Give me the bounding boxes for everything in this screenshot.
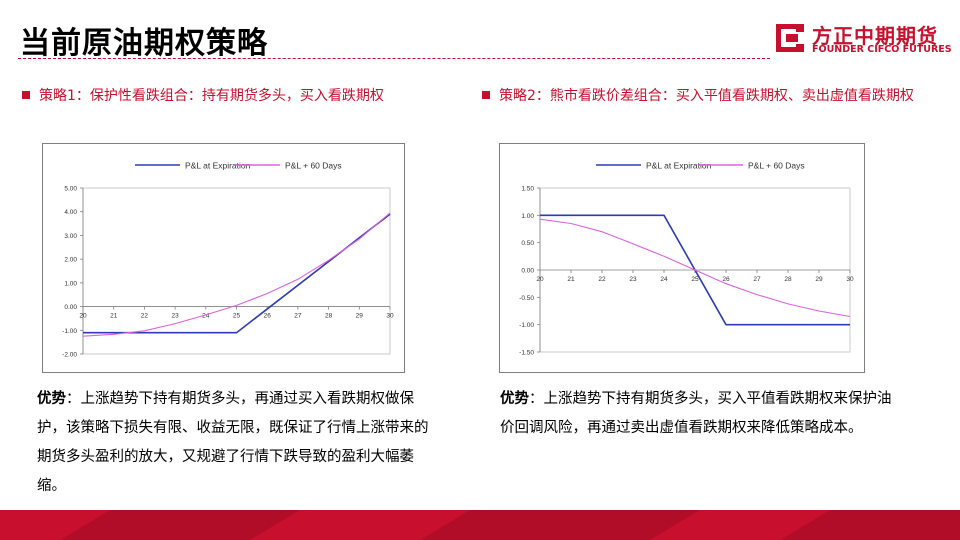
strategy1-desc-body: ：上涨趋势下持有期货多头，再通过买入看跌期权做保护，该策略下损失有限、收益无限，… [37, 391, 429, 494]
strategy2-description: 优势：上涨趋势下持有期货多头，买入平值看跌期权来保护油价回调风险，再通过卖出虚值… [500, 385, 900, 443]
strategy1-heading: 策略1：保护性看跌组合：持有期货多头，买入看跌期权 [22, 83, 462, 109]
x-tick-label: 28 [325, 313, 333, 320]
x-tick-label: 22 [598, 276, 606, 283]
plot-area [82, 187, 391, 355]
x-tick-label: 29 [815, 276, 823, 283]
x-tick-label: 26 [264, 313, 272, 320]
strategy2-desc-body: ：上涨趋势下持有期货多头，买入平值看跌期权来保护油价回调风险，再通过卖出虚值看跌… [500, 391, 892, 436]
chart-bear-put-spread: P&L at Expiration P&L + 60 Days 1.50 1.00 0.… [499, 143, 865, 373]
logo-chinese-name: 方正中期期货 [812, 24, 938, 48]
legend-label: P&L + 60 Days [748, 161, 805, 171]
series-line-days60 [82, 212, 391, 337]
chart-protective-put: P&L at Expiration P&L + 60 Days 5.00 4.00 3.… [42, 143, 405, 373]
x-tick-label: 21 [110, 313, 118, 320]
strategy2-desc-lead: 优势 [500, 391, 529, 407]
x-tick-label: 23 [629, 276, 637, 283]
y-tick-label: 3.00 [64, 233, 77, 240]
strategy2-heading-text: 策略2：熊市看跌价差组合：买入平值看跌期权、卖出虚值看跌期权 [499, 88, 914, 104]
x-tick-label: 20 [536, 276, 544, 283]
y-tick-label: 2.00 [64, 257, 77, 264]
y-tick-label: 0.00 [521, 268, 534, 275]
x-tick-label: 20 [79, 313, 87, 320]
y-tick-label: -1.00 [62, 328, 77, 335]
x-tick-label: 30 [846, 276, 854, 283]
x-tick-label: 25 [233, 313, 241, 320]
chart-bear-put-spread-svg: P&L at Expiration P&L + 60 Days 1.50 1.00 0.… [519, 161, 854, 357]
x-tick-label: 24 [202, 313, 210, 320]
y-tick-label: 0.50 [521, 240, 534, 247]
strategy2-heading: 策略2：熊市看跌价差组合：买入平值看跌期权、卖出虚值看跌期权 [482, 83, 922, 109]
strategy1-heading-text: 策略1：保护性看跌组合：持有期货多头，买入看跌期权 [39, 88, 384, 104]
legend-label: P&L at Expiration [185, 161, 251, 171]
logo-english-name: FOUNDER CIFCO FUTURES [812, 44, 952, 55]
x-tick-label: 24 [660, 276, 668, 283]
page-title: 当前原油期权策略 [20, 26, 268, 61]
company-logo: 方正中期期货 FOUNDER CIFCO FUTURES [772, 20, 952, 60]
strategy1-description: 优势：上涨趋势下持有期货多头，再通过买入看跌期权做保护，该策略下损失有限、收益无… [37, 385, 437, 501]
series-line-days60 [539, 218, 851, 318]
y-tick-label: 1.50 [521, 186, 534, 193]
y-tick-label: 5.00 [64, 186, 77, 193]
x-tick-label: 22 [141, 313, 149, 320]
x-tick-label: 29 [356, 313, 364, 320]
y-tick-label: 1.00 [521, 213, 534, 220]
bullet-square-icon [482, 91, 490, 99]
y-tick-label: 4.00 [64, 209, 77, 216]
x-tick-label: 30 [386, 313, 394, 320]
y-tick-label: -1.00 [519, 322, 534, 329]
footer-band [0, 510, 960, 540]
x-tick-label: 23 [171, 313, 179, 320]
strategy1-desc-lead: 优势 [37, 391, 66, 407]
x-tick-label: 27 [753, 276, 761, 283]
x-tick-label: 25 [691, 276, 699, 283]
legend-label: P&L at Expiration [646, 161, 712, 171]
founder-logo-icon [776, 24, 804, 52]
y-tick-label: -0.50 [519, 295, 534, 302]
bullet-square-icon [22, 91, 30, 99]
y-tick-label: 1.00 [64, 280, 77, 287]
x-tick-label: 21 [567, 276, 575, 283]
title-divider [18, 58, 770, 59]
y-tick-label: -2.00 [62, 352, 77, 359]
x-tick-label: 26 [722, 276, 730, 283]
legend-label: P&L + 60 Days [285, 161, 342, 171]
y-tick-label: 0.00 [64, 304, 77, 311]
chart-protective-put-svg: P&L at Expiration P&L + 60 Days 5.00 4.00 3.… [62, 161, 394, 359]
x-tick-label: 28 [784, 276, 792, 283]
x-tick-label: 27 [294, 313, 302, 320]
y-tick-label: -1.50 [519, 350, 534, 357]
